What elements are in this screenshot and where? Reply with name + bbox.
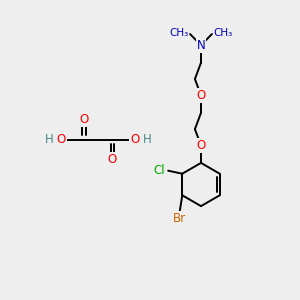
Text: CH₃: CH₃ — [169, 28, 189, 38]
Text: O: O — [130, 133, 140, 146]
Text: Br: Br — [173, 212, 186, 225]
Text: O: O — [80, 112, 88, 126]
Text: CH₃: CH₃ — [213, 28, 233, 38]
Text: O: O — [196, 89, 206, 102]
Text: O: O — [108, 153, 117, 167]
Text: N: N — [196, 39, 206, 52]
Text: Cl: Cl — [154, 164, 165, 177]
Text: O: O — [196, 139, 206, 152]
Text: H: H — [143, 133, 152, 146]
Text: O: O — [57, 133, 66, 146]
Text: H: H — [44, 133, 53, 146]
